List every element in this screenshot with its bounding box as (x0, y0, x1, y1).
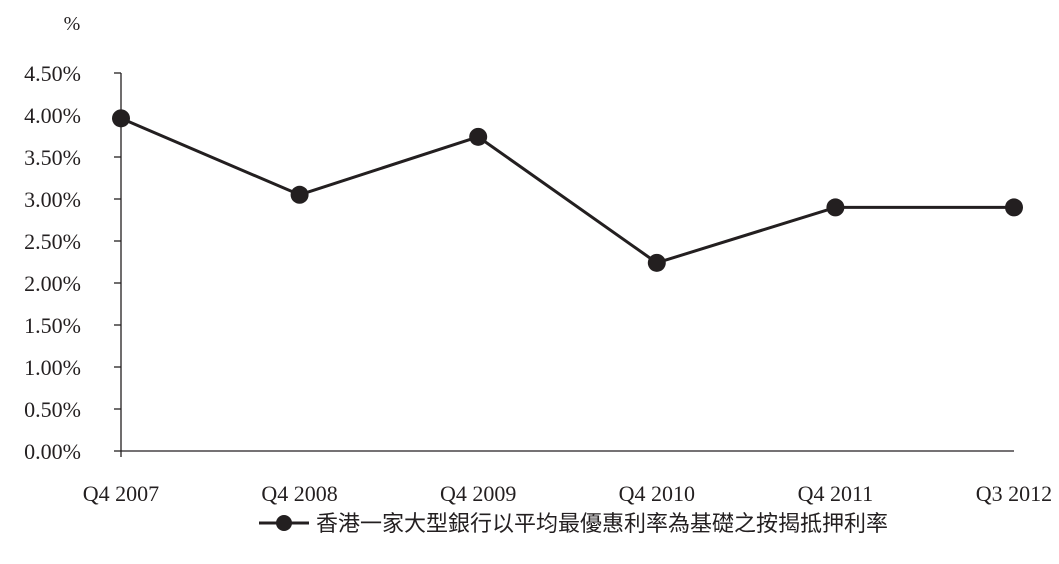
x-tick-label: Q4 2010 (619, 481, 695, 506)
data-point-marker (290, 185, 309, 204)
data-point-marker (112, 109, 130, 128)
x-tick-label: Q4 2008 (261, 481, 337, 506)
y-tick-label: 1.00% (24, 355, 81, 380)
x-tick-label: Q4 2011 (798, 481, 874, 506)
data-point-marker (1005, 198, 1023, 217)
y-tick-label: 0.00% (24, 439, 81, 464)
legend-label: 香港一家大型銀行以平均最優惠利率為基礎之按揭抵押利率 (316, 511, 888, 536)
series-layer (112, 109, 1023, 272)
y-tick-label: 3.00% (24, 187, 81, 212)
y-axis-ticks: 0.00% 0.50% 1.00% 1.50% 2.00% 2.50% 3.00% 3.50%… (24, 61, 121, 464)
y-tick-label: 4.50% (24, 61, 81, 86)
y-tick-label: 3.50% (24, 145, 81, 170)
y-tick-label: 1.50% (24, 313, 81, 338)
series-line (120, 116, 1014, 265)
x-tick-label: Q3 2012 (976, 481, 1052, 506)
data-point-marker (826, 198, 845, 217)
x-tick-label: Q4 2009 (440, 481, 516, 506)
y-tick-label: 2.50% (24, 229, 81, 254)
data-point-marker (469, 127, 488, 146)
legend: 香港一家大型銀行以平均最優惠利率為基礎之按揭抵押利率 (259, 511, 888, 536)
y-tick-label: 0.50% (24, 397, 81, 422)
x-tick-label: Q4 2007 (83, 481, 159, 506)
axes (120, 73, 1014, 457)
y-unit-label: % (64, 13, 81, 35)
legend-marker-symbol (276, 515, 292, 531)
x-axis-ticks: Q4 2007 Q4 2008 Q4 2009 Q4 2010 Q4 2011 Q3 20… (83, 481, 1052, 506)
data-point-marker (647, 253, 666, 272)
y-tick-label: 2.00% (24, 271, 81, 296)
y-tick-label: 4.00% (24, 103, 81, 128)
